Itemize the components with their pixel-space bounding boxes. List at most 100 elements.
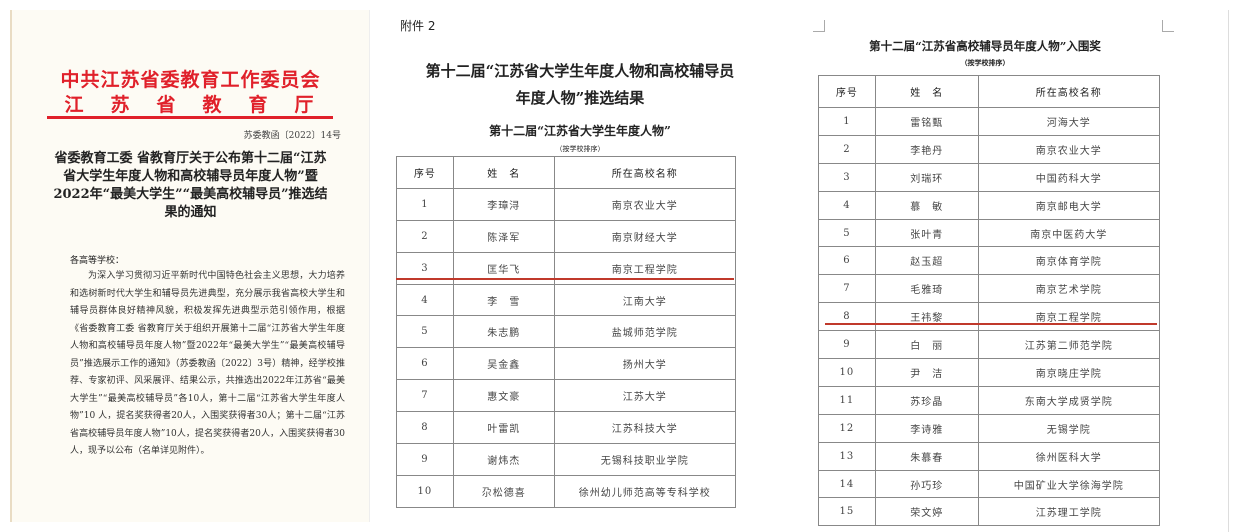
attachment-document: 附件 2 第十二届“江苏省大学生年度人物和高校辅导员 年度人物”推选结果 第十二…	[380, 0, 780, 532]
attachment-label: 附件 2	[400, 19, 436, 33]
notice-document: 中共江苏省委教育工作委员会 江苏省教育厅 苏委教函〔2022〕14号 省委教育工…	[10, 10, 370, 522]
name-cell: 白 丽	[874, 330, 979, 360]
table-subtitle: （按学校排序）	[555, 145, 605, 153]
name-cell: 王祎黎	[874, 302, 979, 332]
table-row: 7 毛雅琦 南京艺术学院	[818, 274, 1161, 304]
school-cell: 东南大学成贤学院	[977, 385, 1161, 415]
column-header: 序号	[818, 75, 876, 108]
school-cell: 江苏科技大学	[553, 411, 737, 445]
attachment-title: 第十二届“江苏省大学生年度人物和高校辅导员 年度人物”推选结果	[380, 58, 780, 112]
school-cell: 南京农业大学	[977, 134, 1161, 164]
corner-mark	[1162, 20, 1174, 32]
row-number: 5	[396, 315, 454, 349]
school-cell: 盐城师范学院	[553, 315, 737, 349]
name-cell: 惠文豪	[452, 379, 555, 413]
table-row: 8 王祎黎 南京工程学院	[818, 302, 1161, 332]
table-row: 15 荣文婷 江苏理工学院	[818, 497, 1161, 527]
name-cell: 苏珍晶	[874, 385, 979, 415]
red-divider	[47, 116, 333, 119]
highlight-underline	[396, 278, 734, 280]
row-number: 1	[396, 187, 454, 221]
row-number: 4	[396, 283, 454, 317]
greeting: 各高等学校：	[70, 256, 125, 266]
column-header: 姓 名	[452, 156, 555, 189]
name-cell: 孙巧珍	[874, 469, 979, 499]
row-number: 13	[818, 441, 876, 471]
name-cell: 朱志鹏	[452, 315, 555, 349]
row-number: 2	[396, 219, 454, 253]
school-cell: 南京邮电大学	[977, 190, 1161, 220]
finalists-document: 第十二届“江苏省高校辅导员年度人物”入围奖 （按学校排序） 序号姓 名所在高校名…	[805, 0, 1238, 532]
school-cell: 中国矿业大学徐海学院	[977, 469, 1161, 499]
table-row: 11 苏珍晶 东南大学成贤学院	[818, 385, 1161, 415]
row-number: 2	[818, 134, 876, 164]
notice-title: 省委教育工委 省教育厅关于公布第十二届“江苏省大学生年度人物和高校辅导员年度人物…	[53, 151, 328, 220]
school-cell: 南京中医药大学	[977, 218, 1161, 248]
name-cell: 朱慕春	[874, 441, 979, 471]
name-cell: 荣文婷	[874, 497, 979, 527]
row-number: 10	[818, 358, 876, 387]
table-title: 第十二届“江苏省高校辅导员年度人物”入围奖	[869, 39, 1101, 53]
corner-mark	[813, 20, 825, 32]
table-row: 2 李艳丹 南京农业大学	[818, 134, 1161, 164]
column-header: 序号	[396, 156, 454, 189]
school-cell: 南京工程学院	[977, 302, 1161, 332]
name-cell: 雷铭甄	[874, 107, 979, 136]
table-row: 1 李璋浔 南京农业大学	[396, 187, 737, 221]
name-cell: 叶雷凯	[452, 411, 555, 445]
table-row: 7 惠文豪 江苏大学	[396, 379, 737, 413]
name-cell: 谢炜杰	[452, 443, 555, 476]
school-cell: 无锡科技职业学院	[553, 443, 737, 476]
name-cell: 赵玉超	[874, 246, 979, 276]
table-row: 6 赵玉超 南京体育学院	[818, 246, 1161, 276]
school-cell: 江苏大学	[553, 379, 737, 413]
row-number: 7	[818, 274, 876, 304]
row-number: 14	[818, 469, 876, 499]
row-number: 12	[818, 413, 876, 443]
name-cell: 刘瑞环	[874, 162, 979, 192]
column-header: 所在高校名称	[553, 156, 737, 189]
row-number: 9	[818, 330, 876, 360]
row-number: 8	[396, 411, 454, 445]
table-row: 13 朱慕春 徐州医科大学	[818, 441, 1161, 471]
table-row: 10 尕松德喜 徐州幼儿师范高等专科学校	[396, 474, 737, 508]
column-header: 所在高校名称	[977, 75, 1161, 108]
school-cell: 南京晓庄学院	[977, 358, 1161, 387]
row-number: 7	[396, 379, 454, 413]
school-cell: 南京艺术学院	[977, 274, 1161, 304]
title-line-1: 第十二届“江苏省大学生年度人物和高校辅导员	[425, 62, 735, 80]
row-number: 6	[396, 347, 454, 381]
name-cell: 张叶青	[874, 218, 979, 248]
row-number: 5	[818, 218, 876, 248]
table-row: 8 叶雷凯 江苏科技大学	[396, 411, 737, 445]
row-number: 9	[396, 443, 454, 476]
counselors-table: 序号姓 名所在高校名称 1 雷铭甄 河海大学 2 李艳丹 南京农业大学 3 刘瑞环 中国药科大学 4…	[818, 75, 1161, 527]
school-cell: 扬州大学	[553, 347, 737, 381]
row-number: 4	[818, 190, 876, 220]
table-row: 6 吴金鑫 扬州大学	[396, 347, 737, 381]
name-cell: 尕松德喜	[452, 474, 555, 508]
issuer-line-1: 中共江苏省委教育工作委员会	[60, 69, 321, 91]
table-row: 5 朱志鹏 盐城师范学院	[396, 315, 737, 349]
students-table: 序号姓 名所在高校名称 1 李璋浔 南京农业大学 2 陈泽军 南京财经大学 3 匡华飞 南京工程学…	[396, 156, 737, 508]
row-number: 3	[818, 162, 876, 192]
school-cell: 中国药科大学	[977, 162, 1161, 192]
school-cell: 无锡学院	[977, 413, 1161, 443]
header-row: 序号姓 名所在高校名称	[396, 156, 737, 189]
name-cell: 李 雪	[452, 283, 555, 317]
title-line-2: 年度人物”推选结果	[515, 89, 645, 107]
school-cell: 南京体育学院	[977, 246, 1161, 276]
row-number: 8	[818, 302, 876, 332]
row-number: 15	[818, 497, 876, 527]
highlight-underline	[825, 323, 1157, 325]
name-cell: 李诗雅	[874, 413, 979, 443]
table-row: 2 陈泽军 南京财经大学	[396, 219, 737, 253]
name-cell: 李艳丹	[874, 134, 979, 164]
row-number: 6	[818, 246, 876, 276]
name-cell: 吴金鑫	[452, 347, 555, 381]
table-row: 9 谢炜杰 无锡科技职业学院	[396, 443, 737, 476]
table-row: 3 刘瑞环 中国药科大学	[818, 162, 1161, 192]
name-cell: 尹 洁	[874, 358, 979, 387]
issuer-line-2: 江苏省教育厅	[64, 94, 341, 116]
